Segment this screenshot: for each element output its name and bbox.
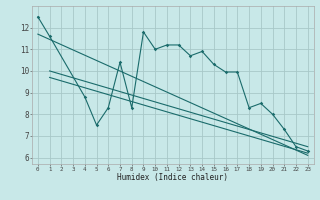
X-axis label: Humidex (Indice chaleur): Humidex (Indice chaleur) — [117, 173, 228, 182]
